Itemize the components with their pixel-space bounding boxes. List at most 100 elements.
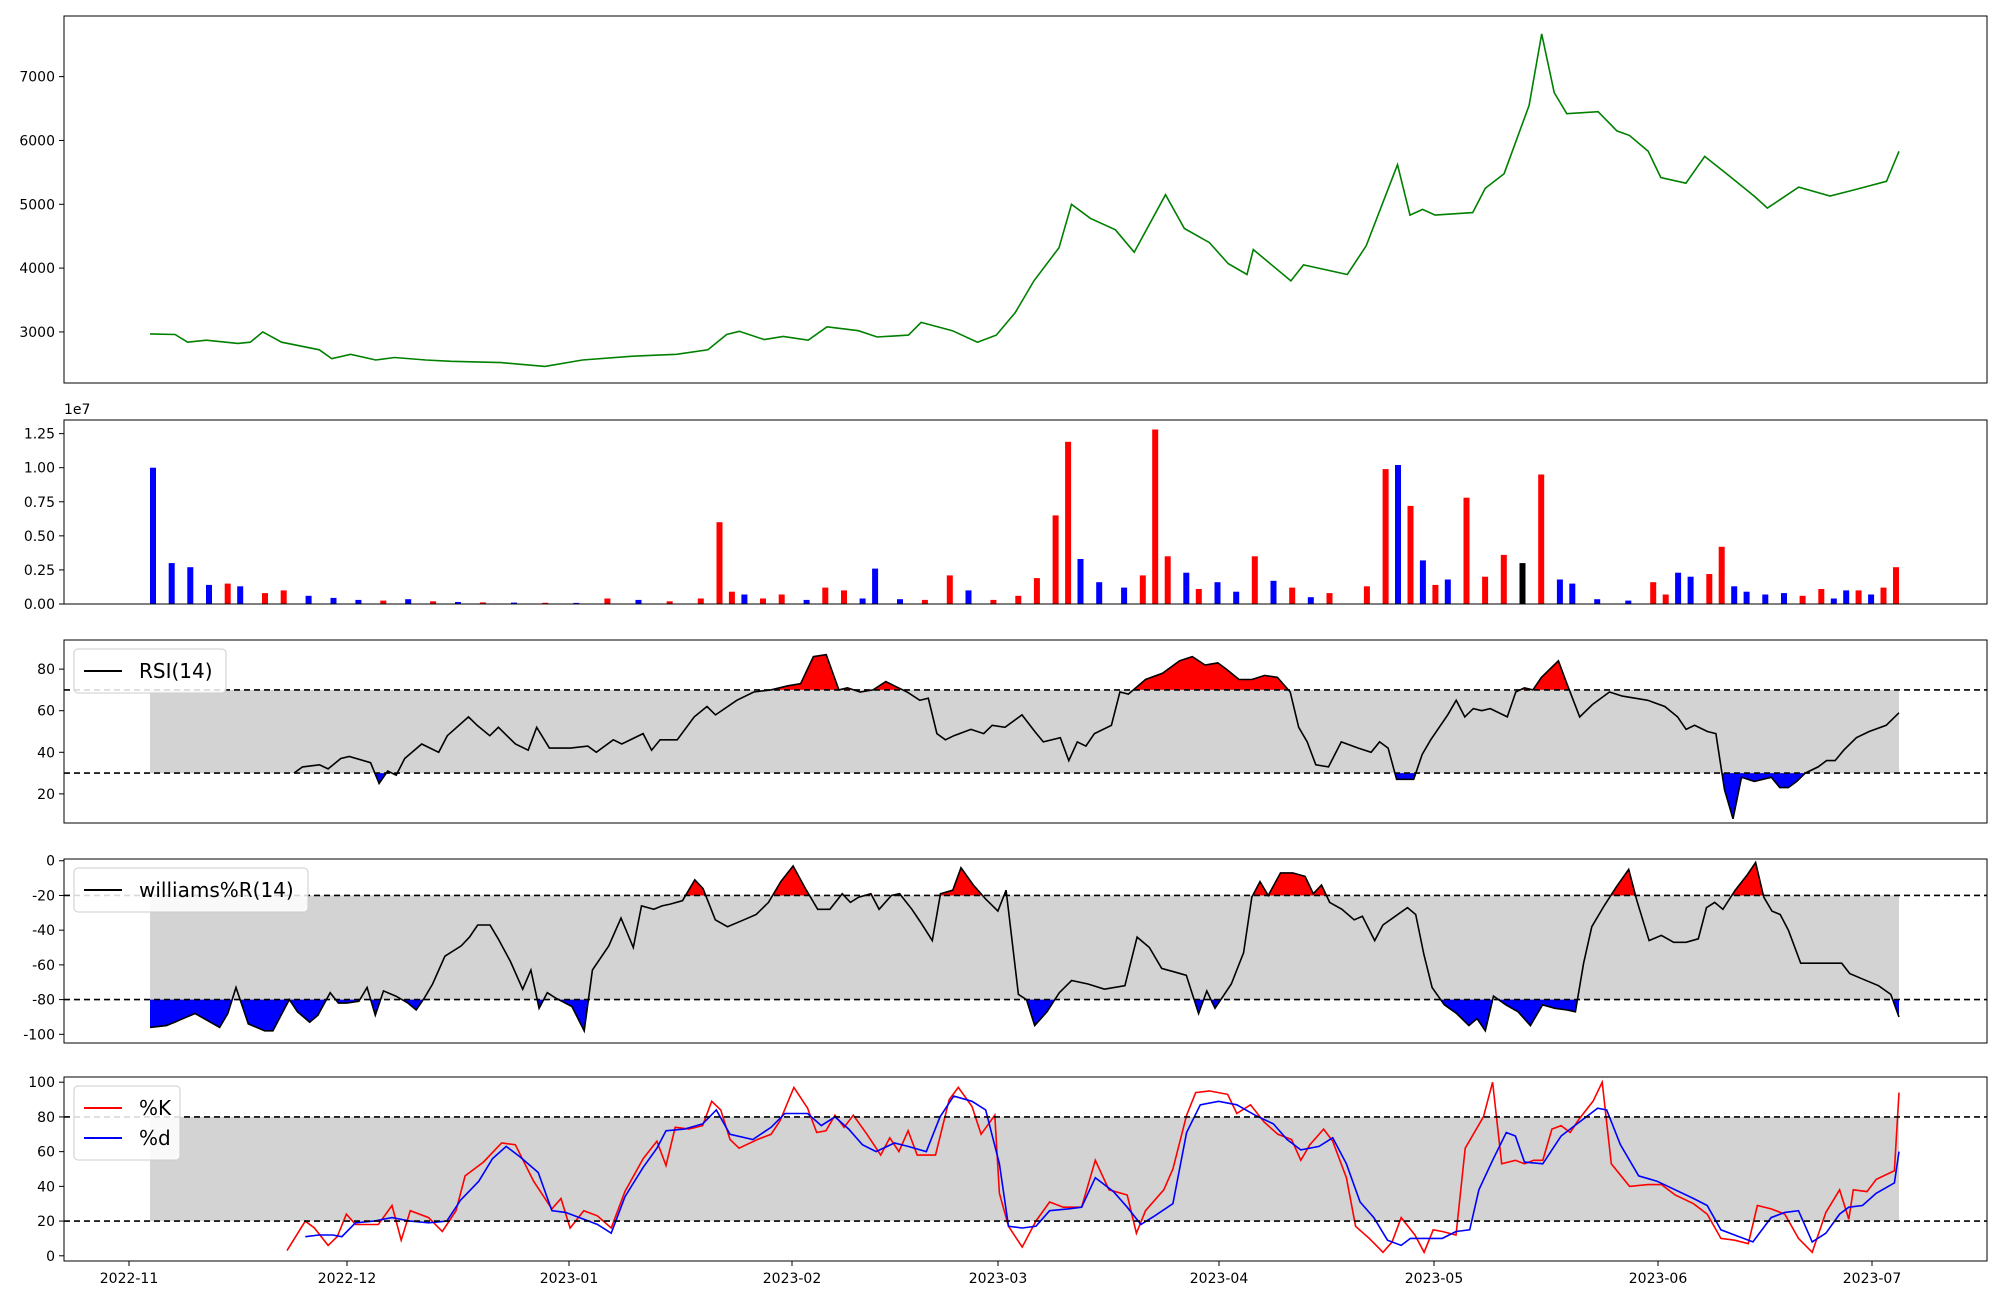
stoch-ytick-label: 20 [37,1214,55,1230]
rsi-ytick-label: 80 [37,662,55,678]
volume-bar [1625,600,1632,604]
williams-legend [73,867,309,913]
volume-bar [1444,579,1451,604]
rsi-legend-label: RSI(14) [139,659,213,683]
stoch-ytick-label: 40 [37,1179,55,1195]
rsi-axes-frame [63,639,1988,824]
williams-ytick-label: -20 [32,888,55,904]
volume-bar [479,602,486,604]
volume-bar [1363,586,1370,604]
volume-bar [1799,595,1806,604]
volume-bar [1326,593,1333,604]
volume-bar [1052,515,1059,604]
volume-bar [1675,572,1682,604]
volume-bar [872,568,879,604]
price-ytick-label: 4000 [19,261,55,277]
volume-bar [330,597,337,604]
volume-bar [1270,580,1277,604]
xtick-label: 2023-07 [1843,1271,1902,1287]
volume-ytick-label: 0.00 [24,597,55,613]
volume-bar [511,602,517,604]
volume-bar [1382,469,1389,604]
stoch-plot-area [64,1079,1987,1255]
volume-plot-area [150,429,1899,604]
stoch-legend [73,1085,181,1161]
volume-offset-text: 1e7 [64,402,90,418]
volume-ytick-label: 1.00 [24,461,55,477]
volume-bar [187,567,194,604]
volume-bar [1687,576,1694,604]
volume-bar [822,587,829,604]
volume-bar [921,599,928,604]
volume-bar [1065,441,1072,604]
volume-bar [841,590,847,604]
rsi-ytick-label: 60 [37,704,55,720]
volume-bar [1868,594,1875,604]
volume-bar [1077,559,1084,604]
volume-bar [1233,591,1240,604]
volume-bar [1033,578,1040,604]
xtick-label: 2023-02 [763,1271,822,1287]
price-line [149,33,1900,368]
rsi-legend [73,648,227,694]
volume-bar [1650,582,1657,604]
volume-bar [1818,589,1825,604]
volume-bar [897,599,903,604]
volume-bar [1594,599,1601,604]
volume-ytick-label: 0.50 [24,529,55,545]
volume-bar [1152,429,1159,604]
xtick-label: 2022-12 [318,1271,377,1287]
rsi-oversold-fill [374,773,1806,819]
stoch-axes-frame [63,1076,1988,1262]
volume-bar [1419,560,1426,604]
volume-bar [206,584,212,604]
williams-overbought-fill [685,862,1764,896]
volume-bar [1662,594,1669,604]
volume-bar [1500,554,1507,604]
volume-bar [1195,589,1202,604]
xtick-label: 2023-06 [1629,1271,1688,1287]
volume-bar [990,599,997,604]
volume-bar [716,522,723,604]
stoch-legend-label: %d [139,1126,171,1150]
rsi-line-primary [293,653,1900,820]
volume-bar [946,575,953,604]
volume-bar [697,598,704,604]
xtick-label: 2023-03 [969,1271,1028,1287]
williams-ytick-label: -100 [23,1027,55,1043]
volume-bar [741,594,748,604]
volume-bar [430,601,437,604]
volume-bar [859,598,866,604]
price-ytick-label: 3000 [19,325,55,341]
rsi-ytick-label: 20 [37,787,55,803]
volume-bar [237,586,244,604]
volume-bar [1407,505,1414,604]
volume-bar [355,599,362,604]
volume-bar [1015,595,1022,604]
volume-bar [1731,586,1738,604]
volume-bar [635,599,642,604]
volume-bar [1706,574,1713,604]
volume-bar [150,467,156,604]
volume-bar [1893,567,1899,604]
price-ytick-label: 5000 [19,197,55,213]
volume-bar [1482,576,1489,604]
rsi-band [150,689,1899,774]
volume-bar [380,600,387,604]
price-plot-area [149,33,1900,368]
williams-axes-frame [63,858,1988,1044]
volume-bar [778,594,785,604]
xtick-label: 2023-05 [1405,1271,1464,1287]
volume-bar [1214,582,1221,604]
volume-ytick-label: 0.75 [24,495,55,511]
volume-bar [168,563,175,604]
volume-bar [1121,587,1128,604]
rsi-plot-area [64,653,1987,820]
williams-band [150,895,1899,1000]
stoch-band [150,1116,1899,1222]
volume-bar [1183,572,1190,604]
xtick-label: 2023-01 [540,1271,599,1287]
stoch-legend-label: %K [139,1096,172,1120]
volume-axes-frame [63,419,1988,605]
